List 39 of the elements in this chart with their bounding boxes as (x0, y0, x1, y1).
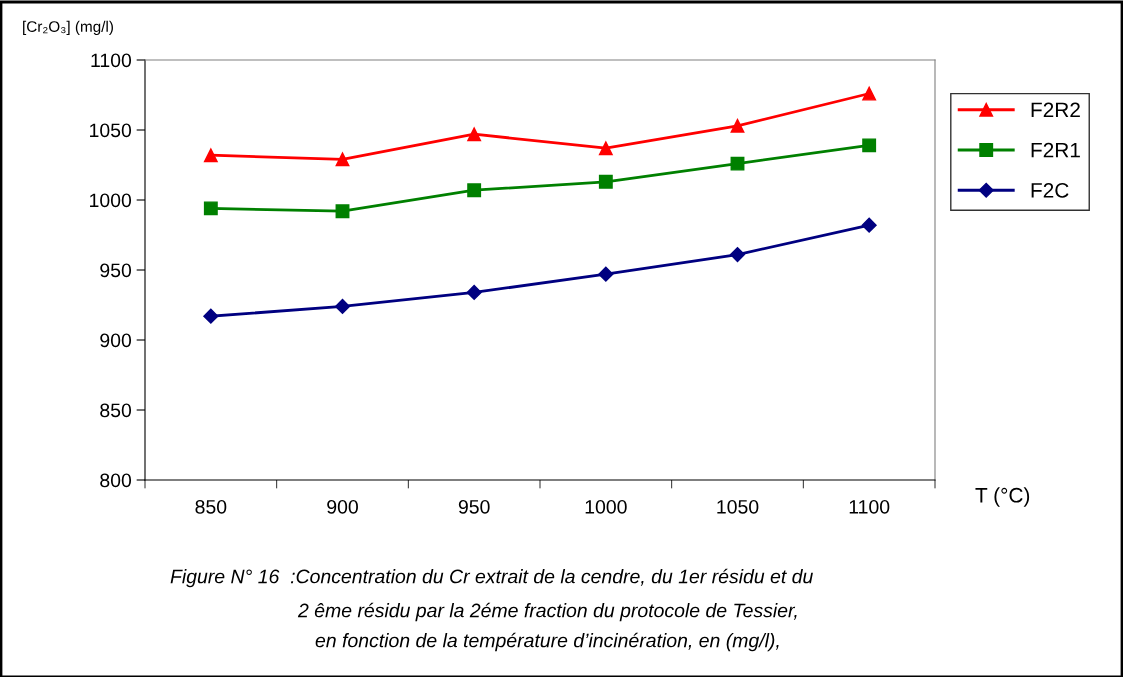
point (730, 118, 745, 133)
point (467, 183, 482, 198)
point (598, 266, 614, 282)
point (862, 86, 877, 101)
point (598, 174, 613, 189)
x-tick-label: 1000 (585, 499, 627, 514)
y-tick-label: 800 (100, 473, 132, 488)
x-tick-label: 1100 (849, 499, 890, 514)
x-tick-label: 850 (195, 499, 227, 514)
point (598, 141, 613, 156)
y-tick-label: 1000 (90, 193, 132, 208)
point (335, 204, 350, 219)
point (203, 201, 218, 216)
text: en fonction de la température d’incinération, en (mg/l), (315, 632, 779, 652)
x-tick-label: 950 (458, 499, 490, 514)
text: Figure N° 16 :Concentration du Cr extrait de la cendre, du 1er résidu et du (170, 568, 813, 588)
point (335, 152, 350, 167)
point (467, 127, 482, 142)
point (729, 247, 746, 263)
x-tick-label: 900 (327, 499, 358, 514)
point (730, 156, 745, 171)
x-axis-title: T (°C) (975, 487, 1030, 507)
y-tick-label: 1100 (91, 53, 132, 68)
legend-label: F2R2 (1031, 102, 1080, 118)
point (862, 138, 877, 153)
y-axis-title: [Cr₂O₃] (mg/l) (23, 20, 113, 35)
point (334, 298, 351, 314)
legend-label: F2C (1031, 182, 1069, 198)
y-tick-label: 900 (100, 333, 132, 348)
y-tick-label: 950 (100, 263, 132, 278)
point (861, 217, 877, 233)
y-tick-label: 850 (100, 403, 132, 418)
x-tick-label: 1050 (717, 499, 759, 514)
point (466, 284, 482, 300)
point (203, 308, 219, 324)
text: 2 ême résidu par la 2éme fraction du protocole de Tessier, (297, 602, 797, 622)
legend-label: F2R1 (1031, 142, 1080, 158)
point (203, 148, 218, 163)
y-tick-label: 1050 (90, 123, 132, 138)
